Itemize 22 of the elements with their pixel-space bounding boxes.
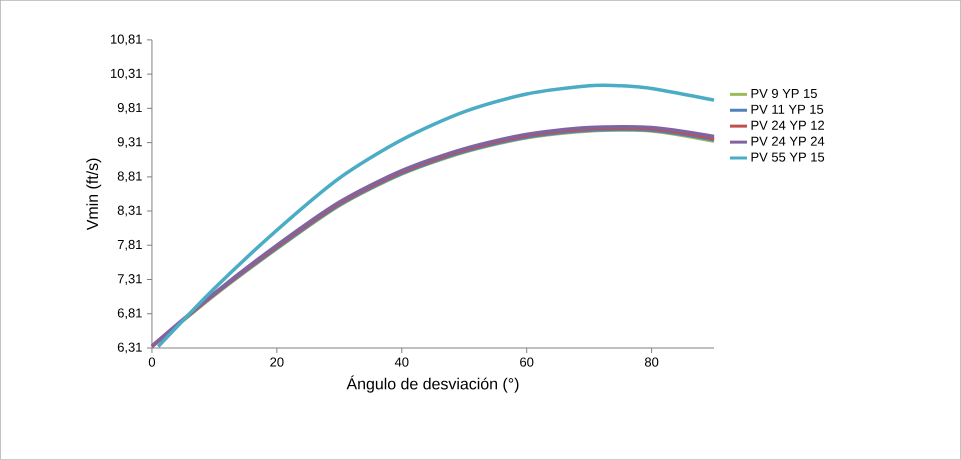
- legend-label: PV 9 YP 15: [752, 88, 817, 98]
- y-tick-label: 9,31: [118, 137, 142, 148]
- y-tick-label: 10,81: [110, 34, 142, 46]
- y-tick-label: 7,81: [118, 240, 142, 251]
- x-tick-label: 40: [394, 358, 408, 367]
- y-tick-label: 8,81: [118, 172, 142, 182]
- legend-label: PV 24 YP 12: [752, 120, 824, 130]
- x-tick-label: 60: [520, 358, 534, 367]
- legend-label: PV 24 YP 24: [752, 136, 824, 146]
- x-axis-title: Ángulo de desviación (°): [346, 376, 518, 393]
- y-tick-label: 9,81: [118, 103, 142, 114]
- legend-label: PV 55 YP 15: [752, 152, 824, 162]
- x-tick-label: 80: [644, 358, 658, 367]
- legend-label: PV 11 YP 15: [752, 104, 824, 114]
- y-tick-label: 6,31: [118, 342, 142, 354]
- x-tick-label: 20: [270, 358, 284, 367]
- y-tick-label: 8,31: [118, 206, 142, 216]
- y-tick-label: 7,31: [118, 274, 142, 285]
- y-tick-label: 6,81: [118, 308, 142, 320]
- y-tick-label: 10,31: [110, 68, 142, 80]
- x-tick-label: 0: [148, 358, 156, 367]
- y-axis-title: Vmin (ft/s): [86, 158, 102, 230]
